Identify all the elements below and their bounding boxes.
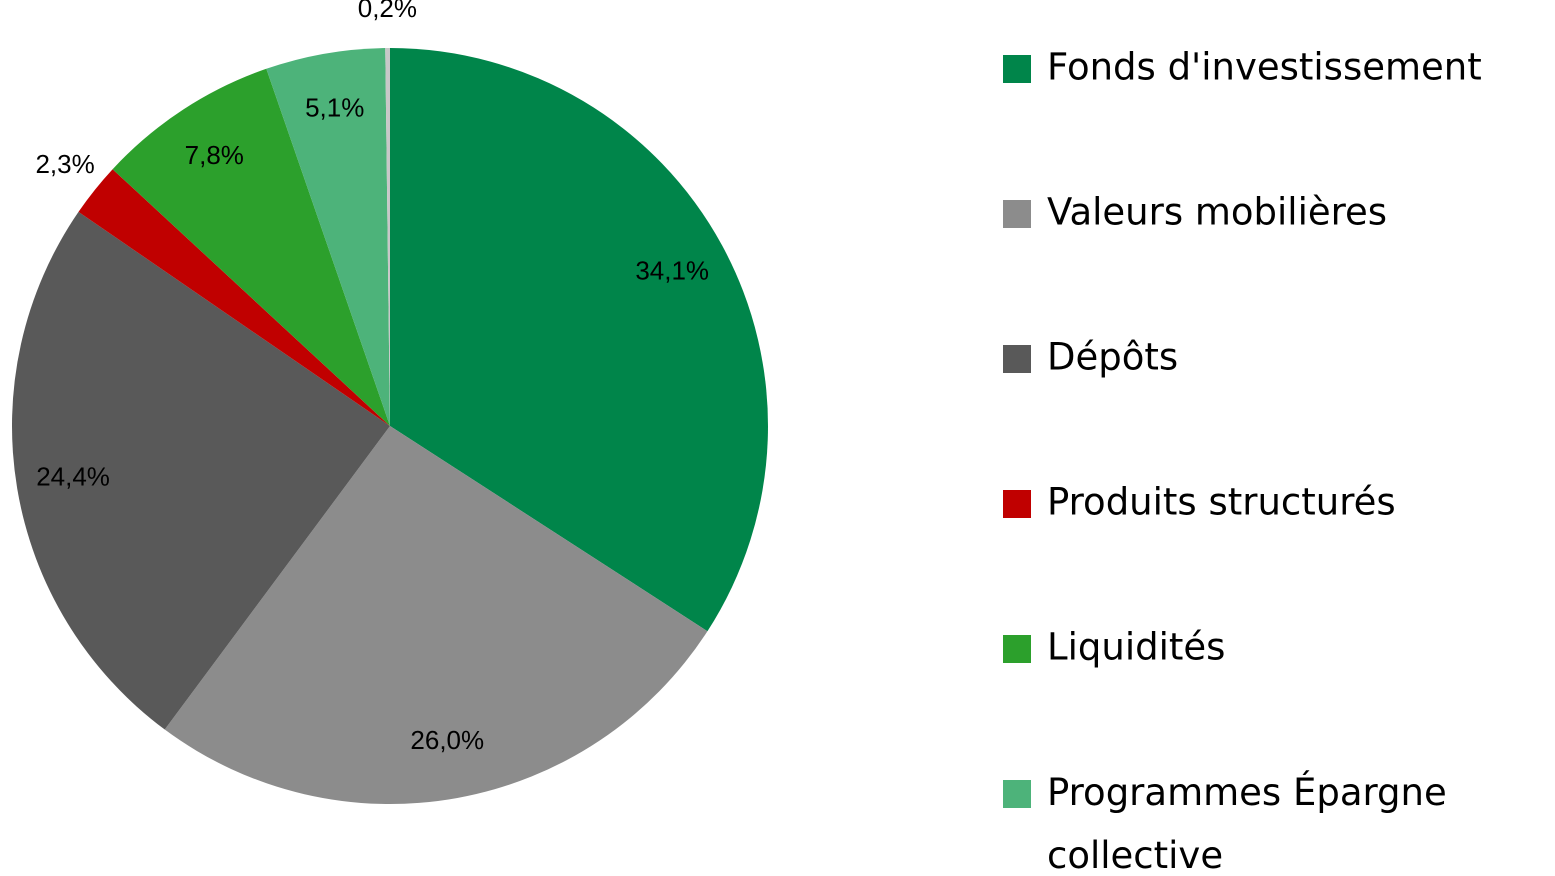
legend-swatch <box>1003 55 1031 83</box>
legend-line: collective <box>1047 834 1223 876</box>
pie-slice <box>164 426 708 804</box>
pie-slice <box>78 169 390 427</box>
data-label: 7,8% <box>185 140 244 170</box>
data-label: 2,3% <box>35 149 94 179</box>
pie-slice <box>112 68 391 426</box>
legend-swatch <box>1003 345 1031 373</box>
data-label: 26,0% <box>410 725 484 755</box>
pie-slice <box>266 48 390 426</box>
data-label: 0,2% <box>358 0 417 23</box>
legend-label: Programmes Épargne collective <box>1047 770 1459 876</box>
legend-label: Valeurs mobilières <box>1047 191 1387 234</box>
legend-label: Liquidités <box>1047 626 1225 669</box>
legend-swatch <box>1003 635 1031 663</box>
pie-slice <box>390 48 768 632</box>
data-label: 5,1% <box>305 92 364 122</box>
legend-swatch <box>1003 780 1031 808</box>
legend-label: Dépôts <box>1047 336 1178 379</box>
legend-swatch <box>1003 490 1031 518</box>
pie-slice <box>11 211 390 730</box>
legend-label: Produits structurés <box>1047 481 1396 524</box>
data-label: 34,1% <box>635 255 709 285</box>
legend-swatch <box>1003 200 1031 228</box>
pie-slice <box>385 48 390 426</box>
legend-line: Programmes Épargne <box>1047 770 1459 814</box>
data-label: 24,4% <box>36 462 110 492</box>
legend-label: Fonds d'investissement <box>1047 46 1482 89</box>
